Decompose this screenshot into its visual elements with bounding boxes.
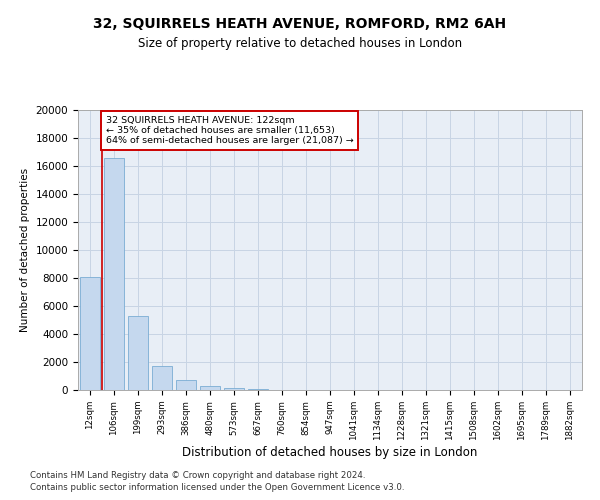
Text: Contains HM Land Registry data © Crown copyright and database right 2024.: Contains HM Land Registry data © Crown c… <box>30 471 365 480</box>
Bar <box>152 366 172 390</box>
Text: Contains public sector information licensed under the Open Government Licence v3: Contains public sector information licen… <box>30 484 404 492</box>
Bar <box>176 380 196 390</box>
Text: 32 SQUIRRELS HEATH AVENUE: 122sqm
← 35% of detached houses are smaller (11,653)
: 32 SQUIRRELS HEATH AVENUE: 122sqm ← 35% … <box>106 116 353 146</box>
Text: 32, SQUIRRELS HEATH AVENUE, ROMFORD, RM2 6AH: 32, SQUIRRELS HEATH AVENUE, ROMFORD, RM2… <box>94 18 506 32</box>
Text: Size of property relative to detached houses in London: Size of property relative to detached ho… <box>138 38 462 51</box>
Bar <box>80 276 100 390</box>
Bar <box>104 158 124 390</box>
Bar <box>224 388 244 390</box>
Bar <box>128 316 148 390</box>
Y-axis label: Number of detached properties: Number of detached properties <box>20 168 30 332</box>
X-axis label: Distribution of detached houses by size in London: Distribution of detached houses by size … <box>182 446 478 458</box>
Bar <box>248 388 268 390</box>
Bar <box>200 386 220 390</box>
